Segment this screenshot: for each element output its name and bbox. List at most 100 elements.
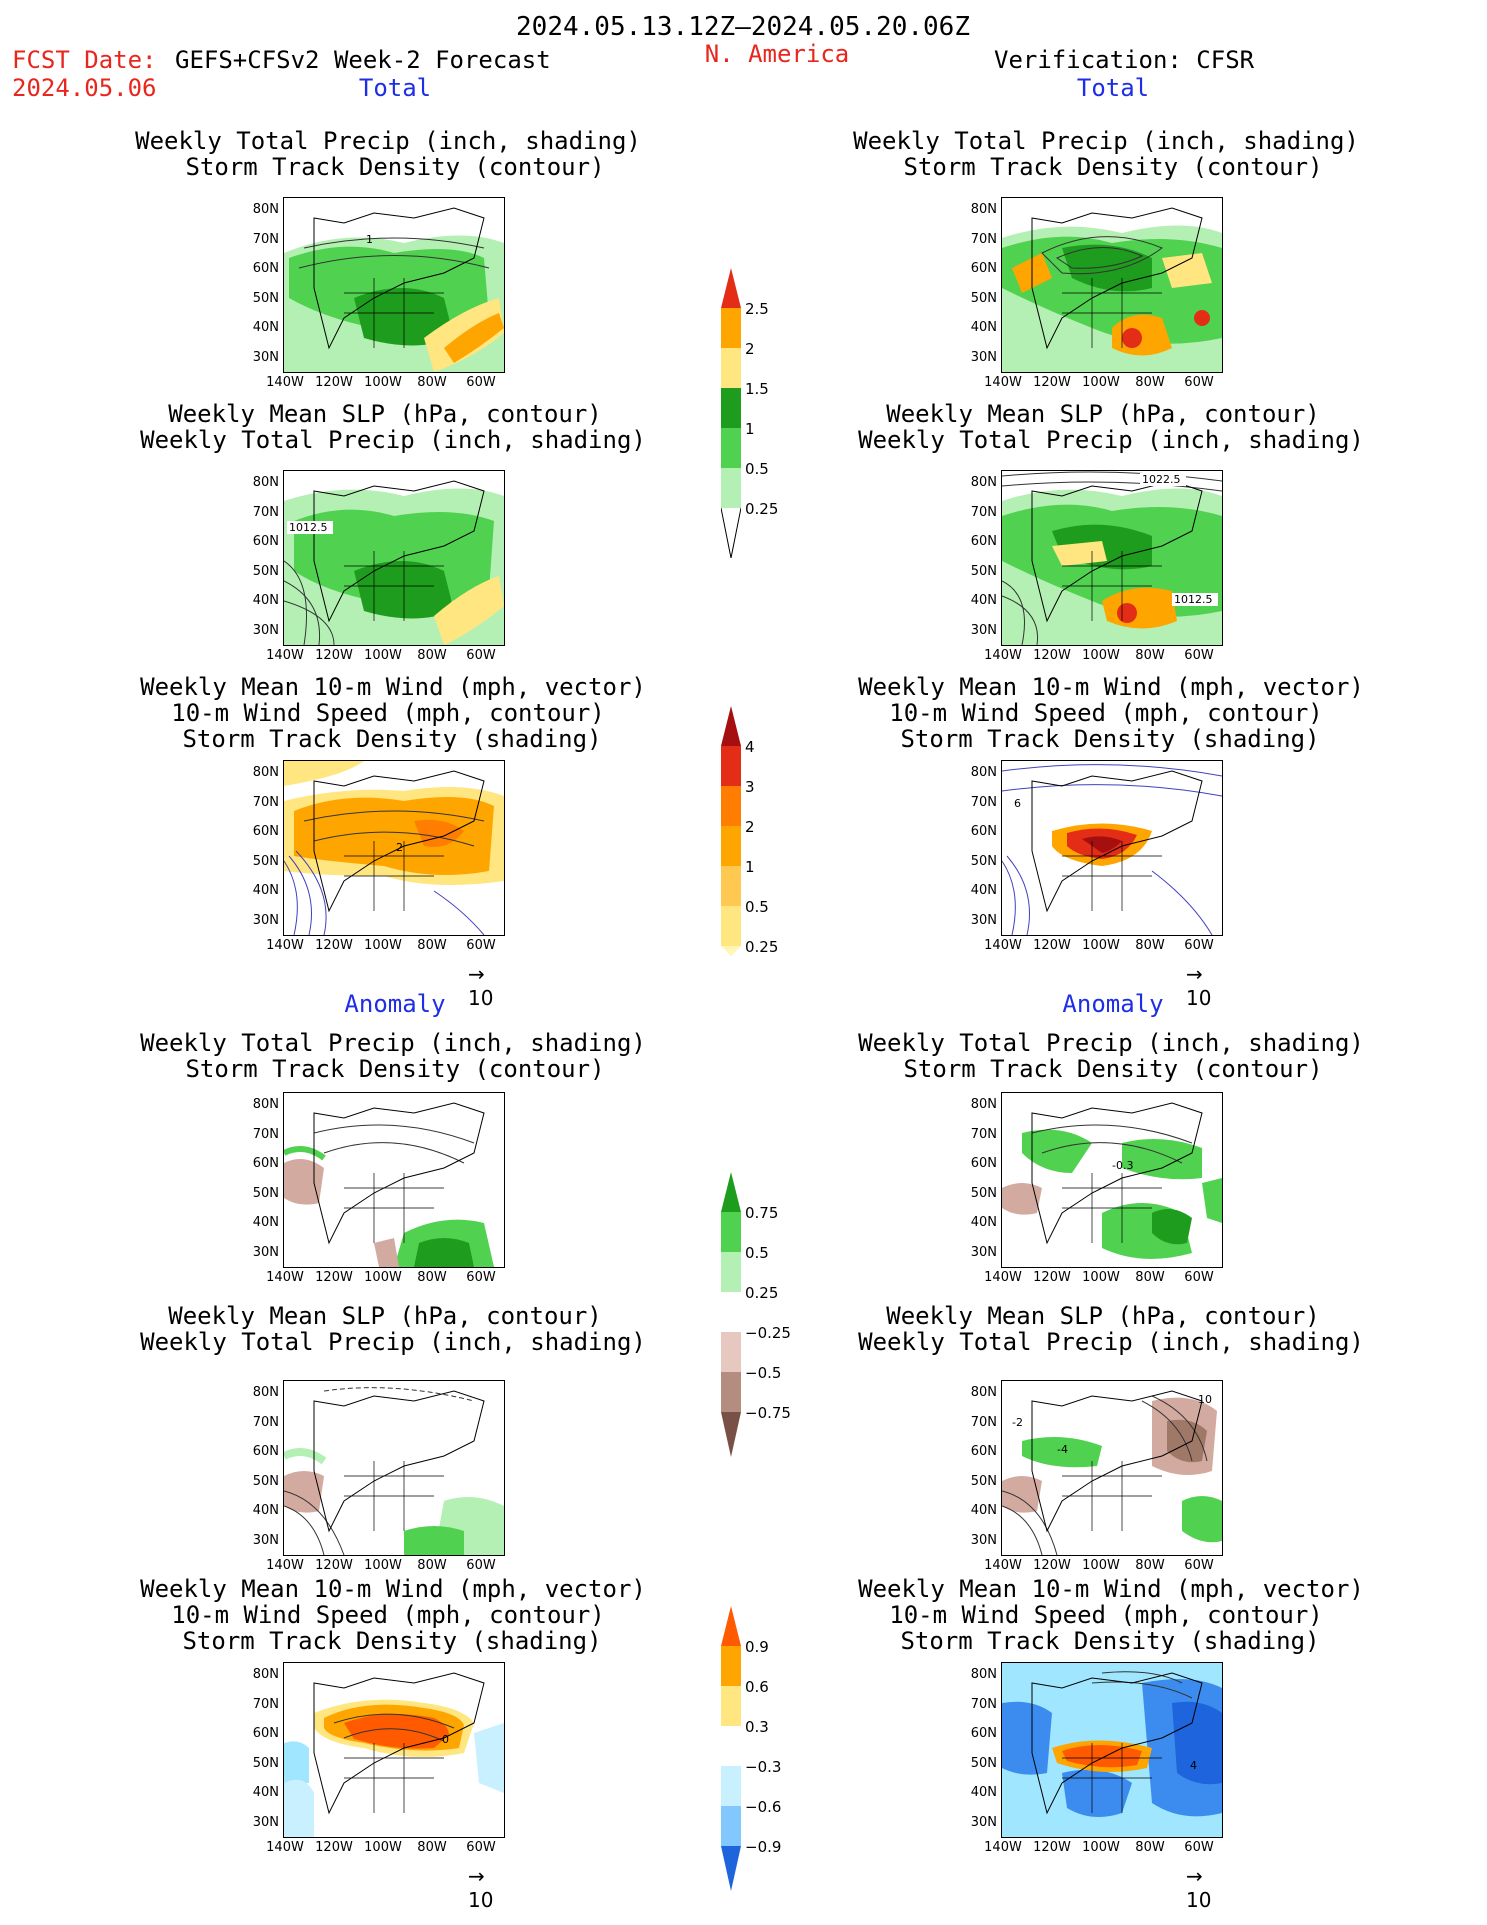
latitude-tick-label: 50N	[252, 563, 279, 579]
longitude-tick-label: 60W	[466, 1270, 496, 1285]
latitude-tick-label: 60N	[252, 824, 279, 839]
isobar-label: 1012.5	[289, 521, 328, 534]
title-slp-precip-anom-ob-2: Weekly Total Precip (inch, shading)	[858, 1328, 1364, 1356]
title-precip-storm-fc-1: Weekly Total Precip (inch, shading)	[135, 127, 641, 155]
latitude-tick-label: 80N	[970, 1667, 997, 1682]
longitude-tick-label: 120W	[315, 1840, 353, 1855]
longitude-tick-label: 140W	[984, 938, 1022, 953]
longitude-tick-label: 100W	[1082, 938, 1120, 953]
longitude-tick-label: 120W	[1033, 938, 1071, 953]
latitude-tick-label: 40N	[970, 593, 997, 608]
vector-reference-ob-total: → 10	[1186, 962, 1212, 1010]
latitude-tick-label: 60N	[970, 1156, 997, 1171]
vector-reference-ob-anom: → 10	[1186, 1864, 1212, 1912]
colorbar-tick: 0.25	[745, 500, 779, 518]
vector-reference-value: 10	[468, 1888, 494, 1912]
title-wind-storm-anom-fc-3: Storm Track Density (shading)	[182, 1627, 602, 1655]
map-obs-slp-precip-total: 1022.5 1012.5	[1001, 470, 1223, 646]
latitude-tick-label: 70N	[970, 1126, 997, 1142]
title-wind-storm-ob-1: Weekly Mean 10-m Wind (mph, vector)	[858, 673, 1364, 701]
latitude-tick-label: 40N	[252, 1503, 279, 1518]
longitude-tick-label: 100W	[364, 938, 402, 953]
longitude-tick-label: 100W	[364, 648, 402, 663]
contour-label: 6	[1014, 797, 1021, 810]
longitude-tick-label: 60W	[1184, 1558, 1214, 1573]
latitude-tick-label: 30N	[970, 349, 997, 365]
map-fc-slp-precip-anom	[283, 1380, 505, 1556]
contour-label: 2	[396, 841, 403, 854]
latitude-tick-label: 40N	[970, 1215, 997, 1230]
longitude-tick-label: 60W	[1184, 1270, 1214, 1285]
latitude-tick-label: 70N	[970, 231, 997, 247]
longitude-tick-label: 60W	[1184, 1840, 1214, 1855]
longitude-tick-label: 140W	[984, 1270, 1022, 1285]
longitude-tick-label: 140W	[984, 375, 1022, 390]
latitude-tick-label: 60N	[252, 261, 279, 276]
latitude-tick-label: 60N	[970, 534, 997, 549]
title-precip-storm-anom-ob-1: Weekly Total Precip (inch, shading)	[858, 1029, 1364, 1057]
latitude-tick-label: 70N	[252, 504, 279, 520]
longitude-tick-label: 80W	[1135, 1558, 1165, 1573]
longitude-tick-label: 100W	[1082, 648, 1120, 663]
colorbar-tick: 0.9	[745, 1638, 769, 1656]
title-slp-precip-anom-fc-1: Weekly Mean SLP (hPa, contour)	[168, 1302, 602, 1330]
colorbar-storm-total: 4 3 2 1 0.5 0.25	[721, 706, 801, 956]
colorbar-storm-anom: 0.9 0.6 0.3 −0.3 −0.6 −0.9	[721, 1606, 811, 1891]
title-slp-precip-anom-ob-1: Weekly Mean SLP (hPa, contour)	[886, 1302, 1320, 1330]
model-label: GEFS+CFSv2 Week-2 Forecast	[175, 46, 551, 74]
longitude-tick-label: 140W	[266, 938, 304, 953]
title-wind-storm-anom-ob-2: 10-m Wind Speed (mph, contour)	[889, 1601, 1323, 1629]
latitude-tick-label: 50N	[252, 853, 279, 869]
title-wind-storm-ob-2: 10-m Wind Speed (mph, contour)	[889, 699, 1323, 727]
map-fc-precip-storm-anom	[283, 1092, 505, 1268]
latitude-tick-label: 30N	[252, 912, 279, 928]
latitude-tick-label: 60N	[970, 261, 997, 276]
longitude-tick-label: 120W	[315, 1558, 353, 1573]
longitude-tick-label: 140W	[984, 1558, 1022, 1573]
isobar-label: 1022.5	[1142, 473, 1181, 486]
latitude-tick-label: 40N	[970, 320, 997, 335]
colorbar-tick: 0.5	[745, 898, 769, 916]
latitude-tick-label: 80N	[252, 202, 279, 217]
title-slp-precip-ob-2: Weekly Total Precip (inch, shading)	[858, 426, 1364, 454]
latitude-tick-label: 70N	[252, 1414, 279, 1430]
latitude-tick-label: 50N	[252, 1185, 279, 1201]
longitude-tick-label: 60W	[466, 938, 496, 953]
longitude-tick-label: 60W	[1184, 375, 1214, 390]
longitude-tick-label: 60W	[1184, 648, 1214, 663]
longitude-tick-label: 80W	[417, 648, 447, 663]
title-slp-precip-fc-1: Weekly Mean SLP (hPa, contour)	[168, 400, 602, 428]
region-label: N. America	[704, 40, 850, 68]
latitude-tick-label: 70N	[252, 231, 279, 247]
map-obs-wind-storm-anom: 4	[1001, 1662, 1223, 1838]
longitude-tick-label: 100W	[364, 375, 402, 390]
colorbar-tick: 2	[745, 340, 755, 358]
colorbar-tick: 0.5	[745, 460, 769, 478]
longitude-tick-label: 80W	[1135, 1840, 1165, 1855]
latitude-tick-label: 70N	[970, 794, 997, 810]
latitude-tick-label: 30N	[970, 1244, 997, 1260]
longitude-tick-label: 100W	[364, 1840, 402, 1855]
colorbar-tick: 0.5	[745, 1244, 769, 1262]
colorbar-tick: 2.5	[745, 300, 769, 318]
map-fc-slp-precip-total: 1012.5	[283, 470, 505, 646]
longitude-tick-label: 120W	[1033, 375, 1071, 390]
latitude-tick-label: 80N	[252, 1385, 279, 1400]
latitude-tick-label: 50N	[970, 1185, 997, 1201]
longitude-tick-label: 100W	[364, 1270, 402, 1285]
vector-reference-fc-anom: → 10	[468, 1864, 494, 1912]
map-obs-slp-precip-anom: -2 -4 10	[1001, 1380, 1223, 1556]
latitude-tick-label: 40N	[970, 1503, 997, 1518]
vector-reference-value: 10	[1186, 1888, 1212, 1912]
section-total-right: Total	[1076, 74, 1150, 102]
fcst-date-label: FCST Date:	[12, 46, 157, 74]
latitude-tick-label: 60N	[252, 1444, 279, 1459]
vector-reference-value: 10	[1186, 986, 1212, 1010]
latitude-tick-label: 30N	[970, 622, 997, 638]
latitude-tick-label: 30N	[252, 349, 279, 365]
latitude-tick-label: 30N	[252, 622, 279, 638]
latitude-tick-label: 60N	[970, 1444, 997, 1459]
contour-label: -0.3	[1112, 1159, 1133, 1172]
latitude-tick-label: 80N	[252, 765, 279, 780]
colorbar-tick: 0.25	[745, 938, 779, 956]
